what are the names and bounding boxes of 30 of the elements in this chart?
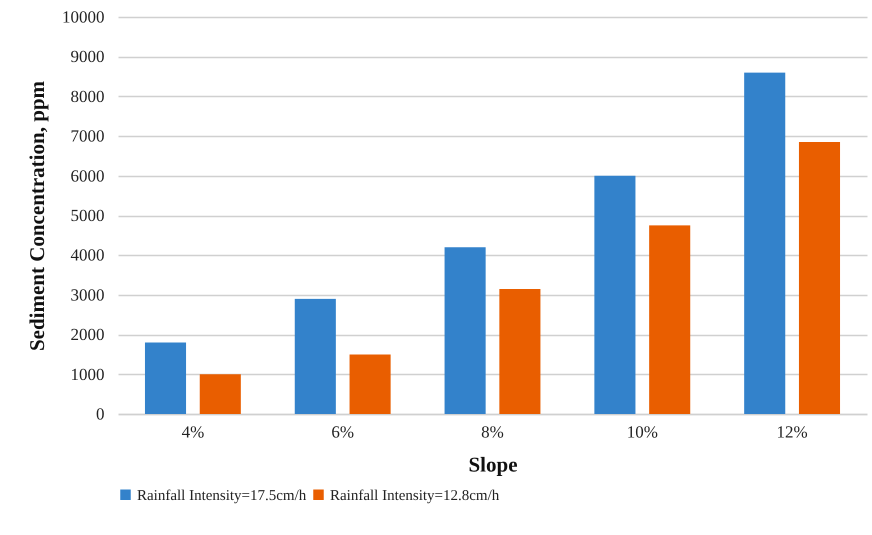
x-tick-label: 10% [626, 422, 658, 442]
bar [744, 72, 786, 414]
bar [294, 298, 336, 414]
y-tick-label: 6000 [70, 166, 104, 186]
bar [594, 176, 636, 414]
y-tick-label: 2000 [70, 325, 104, 344]
y-tick-label: 5000 [70, 206, 104, 225]
y-tick-label: 0 [96, 404, 104, 424]
y-tick-label: 4000 [70, 246, 104, 265]
y-tick-label: 1000 [70, 364, 104, 384]
bar [350, 354, 391, 414]
bar [798, 142, 840, 414]
y-tick-label: 10000 [62, 8, 104, 26]
x-tick-label: 6% [331, 422, 354, 442]
y-tick-label: 9000 [70, 47, 104, 66]
y-axis-title: Sediment Concentration, ppm [25, 80, 49, 352]
x-tick-label: 12% [776, 422, 808, 442]
bar [649, 225, 690, 414]
legend-label: Rainfall Intensity=12.8cm/h [330, 488, 500, 504]
bar [499, 288, 540, 414]
bar [200, 374, 241, 414]
x-axis-title: Slope [468, 452, 518, 476]
y-tick-label: 7000 [70, 126, 104, 146]
y-tick-label: 8000 [70, 86, 104, 106]
legend-label: Rainfall Intensity=17.5cm/h [137, 488, 307, 504]
bar [144, 342, 186, 414]
x-tick-label: 8% [481, 422, 504, 442]
bar [444, 247, 486, 414]
y-tick-label: 3000 [70, 285, 104, 304]
x-tick-label: 4% [182, 422, 204, 442]
